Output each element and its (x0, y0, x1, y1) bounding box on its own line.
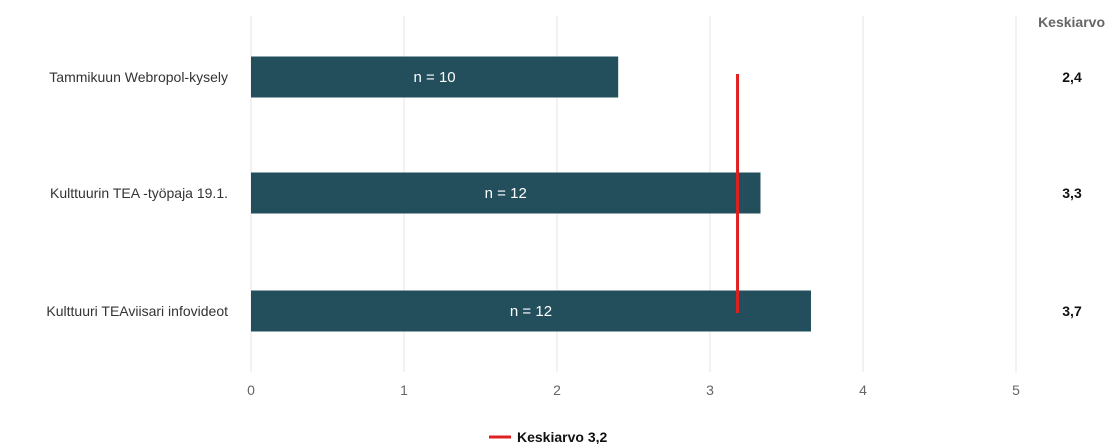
category-label: Tammikuun Webropol-kysely (49, 69, 228, 85)
category-labels: Tammikuun Webropol-kysely Kulttuurin TEA … (46, 69, 228, 319)
bar[interactable] (251, 172, 761, 214)
x-tick-label: 3 (706, 382, 714, 398)
mean-value-label: 3,7 (1062, 303, 1082, 319)
x-tick-label: 4 (859, 382, 867, 398)
bars: n = 10 n = 12 n = 12 (251, 56, 811, 332)
bar-n-label: n = 12 (510, 303, 552, 320)
value-column-header: Keskiarvo (1038, 14, 1105, 30)
value-column: Keskiarvo 2,4 3,3 3,7 (1038, 14, 1105, 319)
bar[interactable] (251, 290, 811, 332)
x-tick-label: 1 (400, 382, 408, 398)
bar-n-label: n = 10 (414, 69, 456, 86)
x-tick-label: 5 (1012, 382, 1020, 398)
legend-label: Keskiarvo 3,2 (517, 429, 607, 444)
x-axis-ticks: 0 1 2 3 4 5 (247, 382, 1020, 398)
bar-n-label: n = 12 (485, 185, 527, 202)
x-tick-label: 2 (553, 382, 561, 398)
category-label: Kulttuurin TEA -työpaja 19.1. (50, 185, 228, 201)
bar[interactable] (251, 56, 619, 98)
mean-value-label: 2,4 (1062, 69, 1082, 85)
x-tick-label: 0 (247, 382, 255, 398)
category-label: Kulttuuri TEAviisari infovideot (46, 303, 228, 319)
mean-value-label: 3,3 (1062, 185, 1082, 201)
legend[interactable]: Keskiarvo 3,2 (489, 429, 607, 444)
